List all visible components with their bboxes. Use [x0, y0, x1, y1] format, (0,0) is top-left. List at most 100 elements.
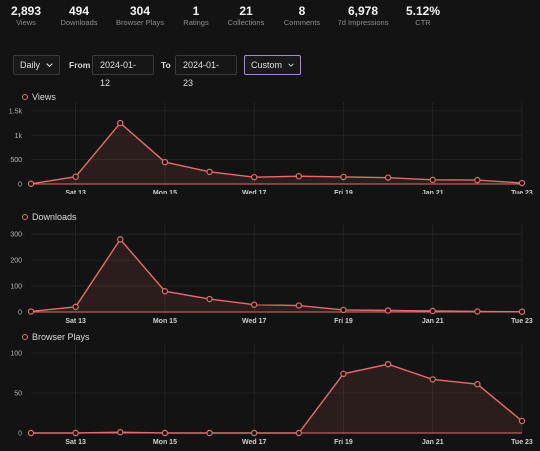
- x-tick-label: Fri 19: [334, 190, 353, 194]
- x-tick-label: Wed 17: [242, 439, 266, 446]
- stat-value: 494: [68, 4, 90, 18]
- data-point: [518, 417, 526, 425]
- y-tick-label: 50: [14, 391, 22, 398]
- data-point: [161, 288, 169, 295]
- series-area: [31, 364, 522, 433]
- data-point: [117, 119, 124, 127]
- stat-value: 8: [298, 4, 306, 18]
- data-point: [295, 429, 303, 437]
- series-dot-icon: [22, 334, 28, 340]
- series-line: [30, 122, 523, 185]
- stat-label: CTR: [415, 18, 431, 27]
- y-tick-label: 0: [18, 431, 22, 438]
- data-point: [474, 381, 481, 388]
- chevron-down-icon: [46, 63, 53, 68]
- data-point: [340, 370, 347, 378]
- chart-title-text: Downloads: [32, 212, 77, 222]
- data-point: [384, 361, 392, 368]
- data-point: [206, 429, 213, 437]
- from-label: From: [69, 60, 91, 70]
- data-point: [340, 173, 347, 181]
- x-tick-label: Wed 17: [242, 190, 266, 194]
- stat-views: 2,893 Views: [0, 4, 56, 27]
- data-point: [117, 428, 124, 436]
- stat-label: 7d Impressions: [337, 18, 389, 27]
- x-tick-label: Sat 13: [65, 439, 86, 446]
- stat-value: 2,893: [10, 4, 42, 18]
- data-point: [429, 376, 436, 383]
- data-point: [72, 173, 79, 180]
- stat-label: Views: [16, 18, 36, 27]
- series-area: [31, 239, 522, 312]
- data-point: [384, 307, 392, 314]
- stats-bar: 2,893 Views 494 Downloads 304 Browser Pl…: [0, 4, 540, 30]
- x-tick-label: Wed 17: [242, 318, 266, 324]
- stat-value: 1: [192, 4, 200, 18]
- x-tick-label: Mon 15: [153, 318, 177, 324]
- y-tick-label: 0: [18, 182, 22, 189]
- stat-value: 304: [129, 4, 151, 18]
- x-tick-label: Mon 15: [153, 190, 177, 194]
- data-point: [250, 301, 258, 308]
- data-point: [161, 429, 169, 437]
- downloads-plot: 0 100 200 300 Sat 13 Mon 15 Wed 17 Fri 19 Jan 21…: [10, 225, 533, 324]
- data-point: [518, 308, 526, 315]
- stat-label: Collections: [227, 18, 265, 27]
- from-date-input[interactable]: 2024-01-12: [92, 55, 154, 88]
- series-area: [31, 123, 522, 184]
- to-label: To: [161, 60, 171, 70]
- stat-value: 21: [239, 4, 253, 18]
- chart-title: Downloads: [22, 212, 77, 222]
- date-controls: Daily From 2024-01-12 To 2024-01-23 Cust…: [13, 55, 533, 88]
- data-point: [27, 308, 35, 315]
- chart-title: Views: [22, 92, 56, 102]
- data-point: [206, 168, 213, 176]
- data-point: [72, 303, 79, 311]
- x-tick-label: Sat 13: [65, 190, 86, 194]
- y-tick-label: 300: [10, 232, 22, 239]
- to-date-input[interactable]: 2024-01-23: [175, 55, 237, 88]
- range-value: Custom: [251, 60, 283, 70]
- data-point: [429, 307, 436, 315]
- stat-impressions: 6,978 7d Impressions: [333, 4, 393, 27]
- views-plot: 0 500 1k 1.5k Sat 13 Mon 15 Wed 17 Fri 19 Jan 21…: [9, 102, 533, 194]
- y-tick-label: 1k: [15, 133, 23, 140]
- stat-ratings: 1 Ratings: [166, 4, 226, 27]
- x-tick-label: Tue 23: [511, 318, 533, 324]
- stat-comments: 8 Comments: [272, 4, 332, 27]
- interval-select[interactable]: Daily: [13, 55, 60, 75]
- stat-downloads: 494 Downloads: [49, 4, 109, 27]
- stat-label: Browser Plays: [116, 18, 164, 27]
- data-point: [206, 295, 213, 303]
- data-point: [295, 302, 303, 309]
- x-tick-label: Jan 21: [422, 439, 444, 446]
- x-tick-label: Fri 19: [334, 439, 353, 446]
- y-tick-label: 100: [10, 351, 22, 358]
- data-point: [250, 173, 258, 181]
- data-point: [117, 236, 124, 243]
- chart-title: Browser Plays: [22, 332, 90, 342]
- views-chart: Views 0 500 1k 1.5k Sat 13 Mon 15 Wed 17 Fri 19…: [0, 92, 540, 194]
- data-point: [384, 174, 392, 181]
- data-point: [27, 429, 35, 437]
- stat-label: Downloads: [60, 18, 98, 27]
- range-select[interactable]: Custom: [244, 55, 301, 75]
- x-tick-label: Fri 19: [334, 318, 353, 324]
- x-tick-label: Mon 15: [153, 439, 177, 446]
- chart-title-text: Browser Plays: [32, 332, 90, 342]
- data-point: [72, 429, 79, 437]
- data-point: [27, 180, 35, 187]
- x-tick-label: Tue 23: [511, 439, 533, 446]
- data-point: [518, 179, 526, 187]
- stat-value: 5.12%: [405, 4, 441, 18]
- series-dot-icon: [22, 214, 28, 220]
- browser-plays-plot: 0 50 100 Sat 13 Mon 15 Wed 17 Fri 19 Jan 21 Tue …: [10, 345, 533, 446]
- stat-value: 6,978: [347, 4, 379, 18]
- data-point: [340, 306, 347, 314]
- data-point: [161, 158, 169, 166]
- stat-browser-plays: 304 Browser Plays: [110, 4, 170, 27]
- data-point: [250, 429, 258, 437]
- chevron-down-icon: [288, 63, 294, 67]
- stat-label: Comments: [283, 18, 321, 27]
- stat-ctr: 5.12% CTR: [393, 4, 453, 27]
